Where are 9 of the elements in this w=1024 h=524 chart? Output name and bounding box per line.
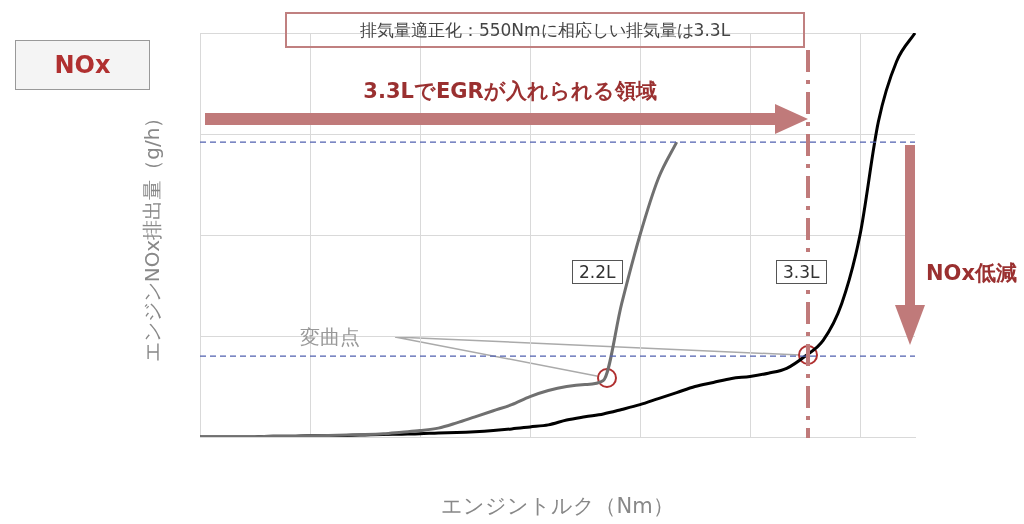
x-axis-title: エンジントルク（Nm） — [441, 493, 674, 518]
annotation: 3.3LでEGRが入れられる領域 — [362, 78, 658, 105]
series-label: 3.3L — [776, 260, 827, 284]
annotation: 排気量適正化：550Nmに相応しい排気量は3.3L — [285, 12, 805, 48]
annotation: 変曲点 — [300, 323, 361, 351]
text: NOx低減 — [926, 260, 1018, 287]
y-axis-title: エンジンNOx排出量（g/h） — [140, 107, 165, 363]
text: NOx — [15, 40, 150, 90]
series-label: 2.2L — [572, 260, 623, 284]
